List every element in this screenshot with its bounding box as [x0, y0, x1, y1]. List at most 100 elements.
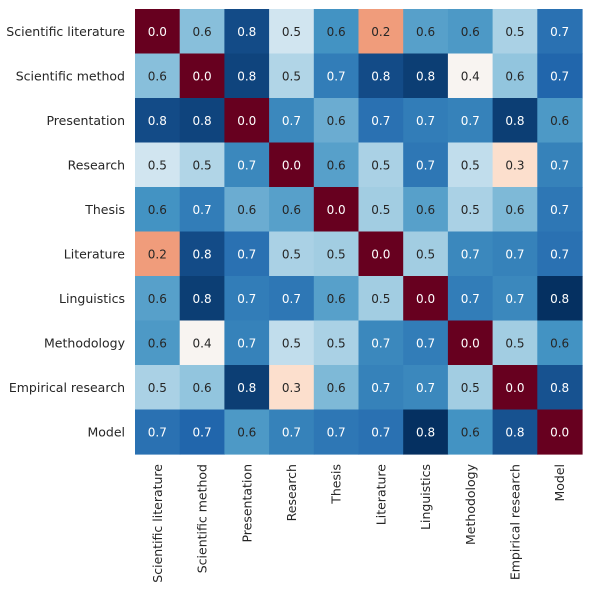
heatmap-cell-scientific-literature-scientific-literature: [135, 9, 181, 55]
heatmap-cell-scientific-method-research: [269, 53, 315, 99]
heatmap-cell-linguistics-thesis: [313, 276, 360, 322]
cell-value-label: 0.4: [193, 336, 212, 350]
cell-value-label: 0.6: [327, 114, 346, 128]
heatmap-cell-research-presentation: [224, 142, 270, 188]
cell-value-label: 0.6: [193, 381, 212, 395]
heatmap-cell-thesis-literature: [358, 187, 404, 233]
heatmap-cell-scientific-literature-thesis: [313, 9, 360, 55]
heatmap-cell-scientific-method-empirical-research: [492, 53, 538, 99]
heatmap-cell-empirical-research-empirical-research: [492, 365, 538, 411]
cell-value-label: 0.0: [193, 69, 212, 83]
cell-value-label: 0.7: [237, 292, 256, 306]
heatmap-cell-methodology-literature: [358, 320, 404, 366]
cell-value-label: 0.5: [461, 381, 480, 395]
cell-value-label: 0.0: [282, 158, 301, 172]
cell-value-label: 0.8: [193, 292, 212, 306]
cell-value-label: 0.7: [550, 25, 569, 39]
cell-value-label: 0.7: [282, 114, 301, 128]
heatmap-cell-linguistics-research: [269, 276, 315, 322]
heatmap-cell-empirical-research-methodology: [447, 365, 494, 411]
heatmap-cell-scientific-method-linguistics: [403, 53, 449, 99]
heatmap-cell-scientific-method-thesis: [313, 53, 360, 99]
heatmap-cell-methodology-model: [537, 320, 583, 366]
cell-value-label: 0.0: [371, 247, 390, 261]
cell-value-label: 0.0: [416, 292, 435, 306]
cell-value-label: 0.5: [282, 336, 301, 350]
heatmap-cell-scientific-literature-empirical-research: [492, 9, 538, 55]
heatmap-cell-scientific-literature-methodology: [447, 9, 494, 55]
y-tick-label-thesis: Thesis: [84, 202, 125, 217]
heatmap-cell-methodology-linguistics: [403, 320, 449, 366]
heatmap-cell-methodology-empirical-research: [492, 320, 538, 366]
heatmap-cell-linguistics-scientific-method: [179, 276, 225, 322]
cell-value-label: 0.8: [237, 69, 256, 83]
cell-value-label: 0.5: [148, 158, 167, 172]
x-tick-label-methodology: Methodology: [463, 463, 478, 545]
heatmap-cell-linguistics-linguistics: [403, 276, 449, 322]
y-tick-label-scientific-method: Scientific method: [16, 68, 125, 83]
cell-value-label: 0.5: [371, 158, 390, 172]
heatmap-cell-literature-linguistics: [403, 231, 449, 277]
cell-value-label: 0.6: [148, 336, 167, 350]
cell-value-label: 0.6: [550, 114, 569, 128]
heatmap-cell-empirical-research-scientific-method: [179, 365, 225, 411]
cell-value-label: 0.7: [237, 336, 256, 350]
heatmap-cell-research-methodology: [447, 142, 494, 188]
cell-value-label: 0.2: [148, 247, 167, 261]
cell-value-label: 0.8: [505, 114, 524, 128]
cell-value-label: 0.6: [327, 25, 346, 39]
y-tick-labels: Scientific literature Scientific method Pr…: [6, 24, 125, 440]
cell-value-label: 0.6: [327, 158, 346, 172]
cell-value-label: 0.7: [416, 381, 435, 395]
cell-value-label: 0.3: [505, 158, 524, 172]
cell-value-label: 0.0: [550, 425, 569, 439]
heatmap-cell-model-linguistics: [403, 409, 449, 455]
heatmap-cell-thesis-research: [269, 187, 315, 233]
heatmap-cell-research-research: [269, 142, 315, 188]
cell-value-label: 0.5: [505, 25, 524, 39]
heatmap-cell-model-presentation: [224, 409, 270, 455]
cell-value-label: 0.6: [148, 203, 167, 217]
heatmap-cell-thesis-thesis: [313, 187, 360, 233]
heatmap-cell-linguistics-empirical-research: [492, 276, 538, 322]
heatmap-cell-scientific-literature-linguistics: [403, 9, 449, 55]
cell-value-label: 0.7: [148, 425, 167, 439]
heatmap-cell-methodology-scientific-literature: [135, 320, 181, 366]
heatmap-cell-scientific-method-methodology: [447, 53, 494, 99]
cell-value-label: 0.7: [505, 247, 524, 261]
heatmap-cell-empirical-research-research: [269, 365, 315, 411]
heatmap-cell-presentation-presentation: [224, 98, 270, 144]
cell-value-label: 0.8: [505, 425, 524, 439]
cell-value-label: 0.7: [371, 114, 390, 128]
y-tick-label-presentation: Presentation: [46, 113, 125, 128]
heatmap-cell-model-empirical-research: [492, 409, 538, 455]
x-tick-label-linguistics: Linguistics: [418, 464, 433, 530]
heatmap-cell-literature-thesis: [313, 231, 360, 277]
cell-value-label: 0.5: [416, 247, 435, 261]
cell-value-label: 0.6: [505, 69, 524, 83]
heatmap-cell-empirical-research-thesis: [313, 365, 360, 411]
cell-value-label: 0.6: [282, 203, 301, 217]
cell-value-label: 0.7: [550, 158, 569, 172]
heatmap-cell-presentation-scientific-method: [179, 98, 225, 144]
heatmap-cell-scientific-literature-research: [269, 9, 315, 55]
heatmap-cell-linguistics-model: [537, 276, 583, 322]
heatmap-cell-model-model: [537, 409, 583, 455]
heatmap-cell-research-empirical-research: [492, 142, 538, 188]
cell-value-label: 0.6: [416, 203, 435, 217]
heatmap-cell-thesis-scientific-method: [179, 187, 225, 233]
cell-value-label: 0.5: [282, 69, 301, 83]
x-tick-labels: Scientific literature Scientific method Pr…: [150, 463, 567, 582]
heatmap-cell-thesis-linguistics: [403, 187, 449, 233]
heatmap-cell-presentation-literature: [358, 98, 404, 144]
cell-value-label: 0.5: [371, 292, 390, 306]
heatmap-cell-research-linguistics: [403, 142, 449, 188]
cell-value-label: 0.0: [327, 203, 346, 217]
cell-value-label: 0.7: [505, 292, 524, 306]
cell-value-label: 0.5: [461, 203, 480, 217]
cell-value-label: 0.6: [237, 203, 256, 217]
heatmap-cell-thesis-methodology: [447, 187, 494, 233]
y-tick-label-literature: Literature: [64, 246, 126, 261]
cell-value-label: 0.5: [461, 158, 480, 172]
heatmap-cell-thesis-model: [537, 187, 583, 233]
